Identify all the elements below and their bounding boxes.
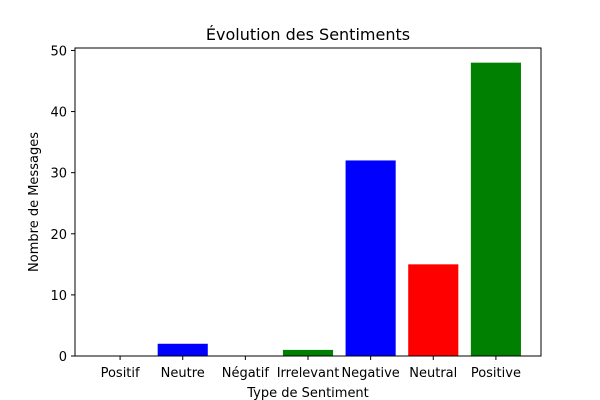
y-tick-label-3: 30 bbox=[50, 167, 67, 182]
bar-5 bbox=[408, 264, 459, 356]
y-ticks-group: 0 10 20 30 40 50 bbox=[50, 44, 75, 365]
y-tick-label-5: 50 bbox=[50, 44, 67, 59]
x-axis-label: Type de Sentiment bbox=[246, 386, 369, 400]
y-tick-label-0: 0 bbox=[59, 350, 67, 365]
plot-frame bbox=[74, 47, 542, 357]
y-tick-label-2: 20 bbox=[50, 228, 67, 243]
bar-4 bbox=[345, 160, 396, 356]
x-tick-label-6: Positive bbox=[471, 366, 521, 381]
x-tick-label-5: Neutral bbox=[409, 366, 457, 381]
x-tick-label-4: Negative bbox=[341, 366, 399, 381]
bar-1 bbox=[157, 343, 208, 356]
x-tick-label-2: Négatif bbox=[222, 366, 270, 381]
x-tick-label-3: Irrelevant bbox=[277, 366, 340, 381]
y-tick-label-4: 40 bbox=[50, 106, 67, 121]
x-tick-label-0: Positif bbox=[101, 366, 140, 381]
y-axis-label: Nombre de Messages bbox=[27, 132, 42, 272]
chart-title: Évolution des Sentiments bbox=[206, 25, 410, 44]
bar-3 bbox=[282, 349, 334, 356]
x-tick-label-1: Neutre bbox=[161, 366, 205, 381]
y-tick-label-1: 10 bbox=[50, 289, 67, 304]
bars-group bbox=[157, 62, 521, 357]
x-ticks-group: Positif Neutre Négatif Irrelevant Negative Ne… bbox=[101, 356, 521, 381]
bar-6 bbox=[470, 62, 521, 357]
